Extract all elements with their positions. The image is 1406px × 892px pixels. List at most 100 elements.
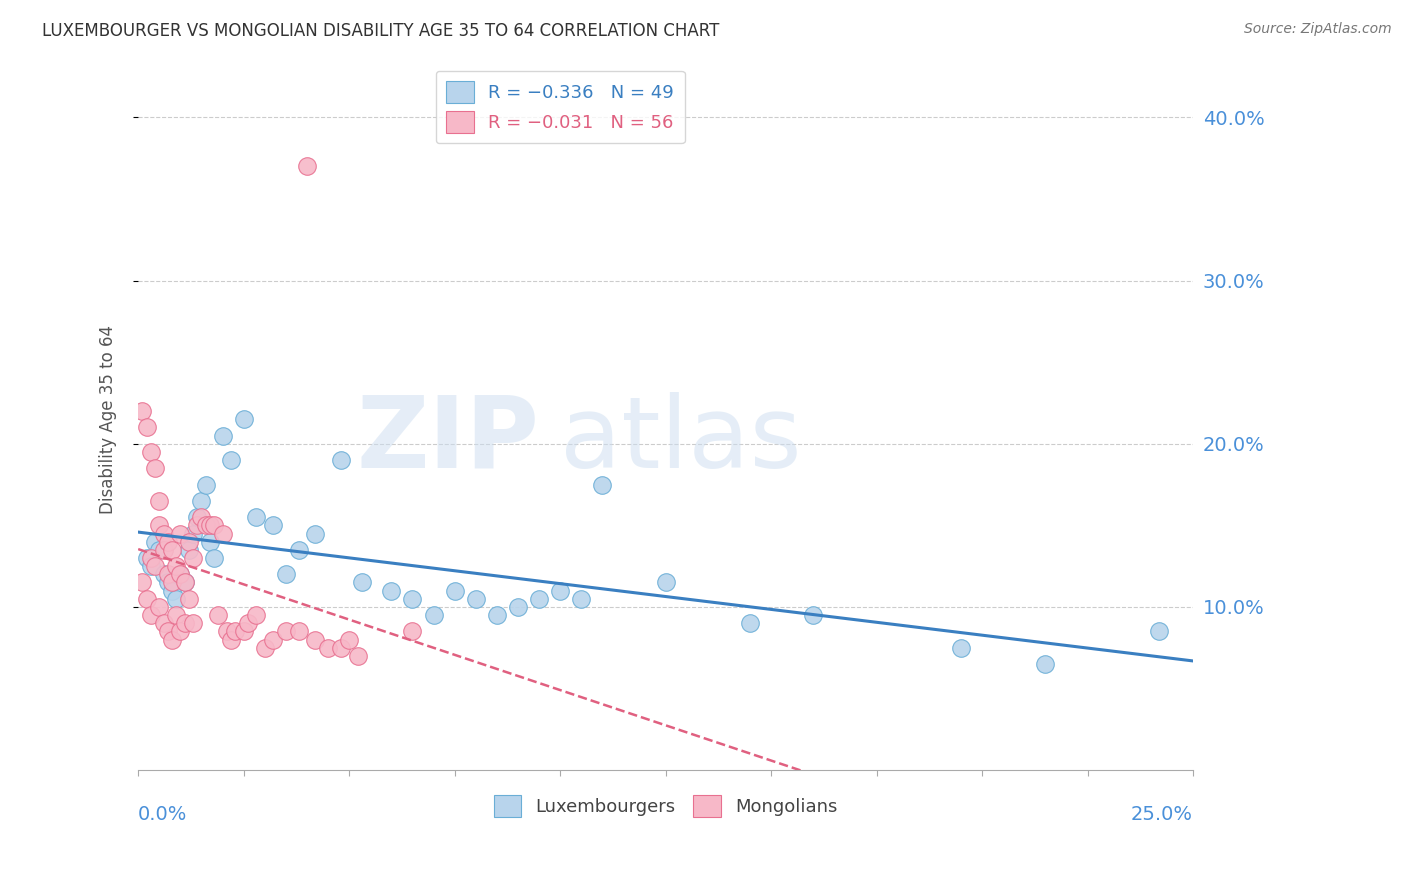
Point (165, 559, 187, 574)
Text: 0.0%: 0.0% (138, 805, 187, 824)
Point (801, 608, 824, 623)
Point (181, 616, 204, 631)
Point (152, 526, 174, 541)
Point (591, 477, 613, 491)
Point (181, 551, 204, 566)
Point (139, 559, 162, 574)
Point (135, 551, 157, 566)
Point (738, 616, 761, 631)
Point (143, 559, 166, 574)
Point (194, 518, 217, 533)
Point (569, 591, 592, 606)
Point (148, 518, 170, 533)
Point (148, 599, 170, 614)
Point (506, 599, 529, 614)
Point (1033, 657, 1056, 671)
Point (287, 624, 309, 639)
Point (287, 542, 309, 557)
Text: 25.0%: 25.0% (1130, 805, 1192, 824)
Y-axis label: Disability Age 35 to 64: Disability Age 35 to 64 (100, 325, 117, 514)
Point (169, 526, 191, 541)
Point (548, 583, 571, 598)
Point (202, 518, 225, 533)
Point (401, 591, 423, 606)
Text: Source: ZipAtlas.com: Source: ZipAtlas.com (1244, 22, 1392, 37)
Point (156, 624, 179, 639)
Point (443, 583, 465, 598)
Point (262, 518, 284, 533)
Point (464, 591, 486, 606)
Point (329, 640, 352, 655)
Point (211, 526, 233, 541)
Point (422, 608, 444, 623)
Point (135, 591, 157, 606)
Point (152, 567, 174, 582)
Text: atlas: atlas (560, 392, 801, 489)
Point (198, 518, 221, 533)
Point (186, 510, 208, 524)
Point (143, 534, 166, 549)
Point (304, 526, 326, 541)
Text: ZIP: ZIP (356, 392, 538, 489)
Point (177, 542, 200, 557)
Point (654, 575, 676, 590)
Point (198, 534, 221, 549)
Point (139, 551, 162, 566)
Text: LUXEMBOURGER VS MONGOLIAN DISABILITY AGE 35 TO 64 CORRELATION CHART: LUXEMBOURGER VS MONGOLIAN DISABILITY AGE… (42, 22, 720, 40)
Point (156, 534, 179, 549)
Point (274, 567, 297, 582)
Point (148, 542, 170, 557)
Point (274, 624, 297, 639)
Point (224, 624, 246, 639)
Point (139, 445, 162, 459)
Point (165, 608, 187, 623)
Point (160, 583, 183, 598)
Point (152, 616, 174, 631)
Point (245, 510, 267, 524)
Point (190, 494, 212, 508)
Point (160, 632, 183, 647)
Point (211, 428, 233, 442)
Point (219, 453, 242, 467)
Point (401, 624, 423, 639)
Point (160, 542, 183, 557)
Legend: Luxembourgers, Mongolians: Luxembourgers, Mongolians (486, 788, 845, 824)
Point (173, 575, 195, 590)
Point (949, 640, 972, 655)
Point (236, 616, 259, 631)
Point (527, 591, 550, 606)
Point (169, 567, 191, 582)
Point (253, 640, 276, 655)
Point (169, 567, 191, 582)
Point (131, 575, 153, 590)
Point (295, 160, 318, 174)
Point (131, 404, 153, 418)
Point (160, 575, 183, 590)
Point (135, 420, 157, 434)
Point (337, 632, 360, 647)
Point (139, 608, 162, 623)
Point (152, 542, 174, 557)
Point (186, 518, 208, 533)
Point (485, 608, 508, 623)
Point (173, 575, 195, 590)
Point (165, 591, 187, 606)
Point (148, 494, 170, 508)
Point (177, 591, 200, 606)
Point (232, 412, 254, 426)
Point (156, 567, 179, 582)
Point (181, 526, 204, 541)
Point (215, 624, 238, 639)
Point (169, 624, 191, 639)
Point (304, 632, 326, 647)
Point (380, 583, 402, 598)
Point (262, 632, 284, 647)
Point (143, 461, 166, 475)
Point (232, 624, 254, 639)
Point (202, 551, 225, 566)
Point (329, 453, 352, 467)
Point (190, 510, 212, 524)
Point (177, 534, 200, 549)
Point (350, 575, 373, 590)
Point (207, 608, 229, 623)
